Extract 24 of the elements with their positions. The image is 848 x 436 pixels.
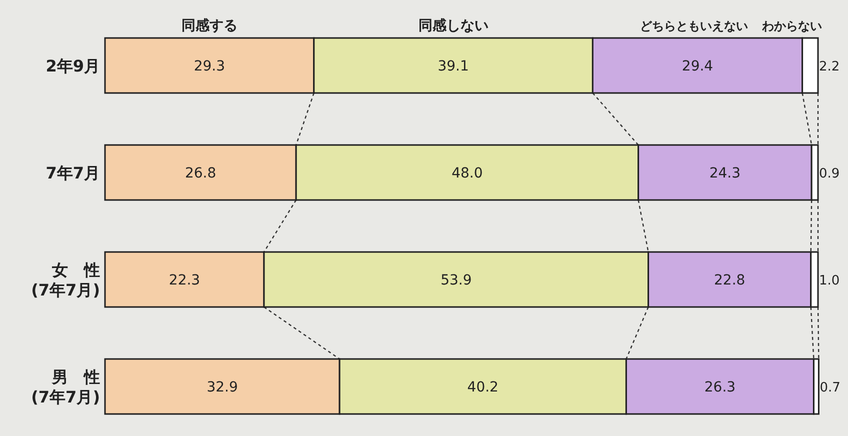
data-label: 29.4 — [682, 58, 714, 74]
data-label: 32.9 — [206, 380, 238, 396]
data-label: 48.0 — [452, 166, 483, 182]
series-label: 同感する — [181, 18, 238, 34]
data-label: 26.3 — [704, 380, 736, 396]
y-tick-label: 女 性 (7年7月) — [31, 260, 100, 300]
data-label: 39.1 — [438, 58, 469, 74]
series-label: わからない — [761, 19, 822, 33]
data-label: 22.3 — [168, 272, 200, 288]
data-label: 0.7 — [820, 380, 840, 396]
y-tick-label: 7年7月 — [46, 164, 100, 182]
data-label: 1.0 — [819, 274, 840, 288]
data-label: 26.8 — [184, 166, 216, 182]
data-label: 29.3 — [194, 58, 226, 74]
series-label: 同感しない — [418, 18, 488, 34]
data-label: 24.3 — [709, 166, 741, 182]
data-label: 53.9 — [440, 272, 472, 288]
data-label: 0.9 — [819, 166, 840, 182]
data-label: 2.2 — [819, 60, 840, 74]
series-label: どちらともいえない — [640, 19, 748, 33]
data-label: 22.8 — [714, 272, 746, 288]
y-tick-label: 2年9月 — [46, 56, 100, 76]
y-tick-label: 男 性 (7年7月) — [31, 368, 100, 406]
data-label: 40.2 — [467, 380, 498, 396]
